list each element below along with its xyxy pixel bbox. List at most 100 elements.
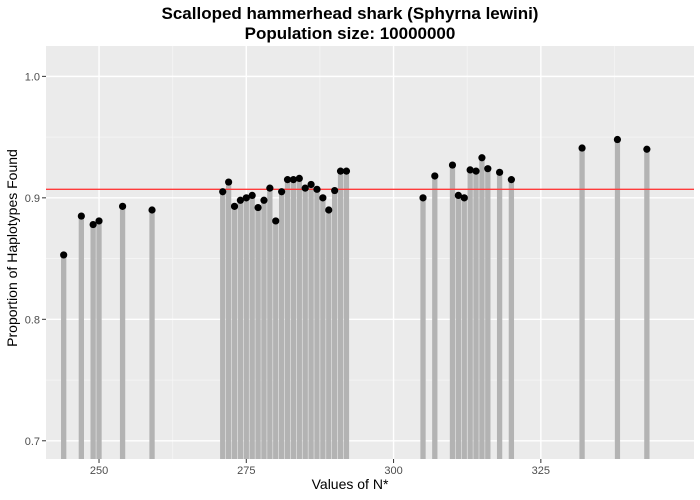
bar <box>243 197 249 459</box>
data-point <box>578 144 586 152</box>
data-point <box>301 184 309 192</box>
data-point <box>278 188 286 196</box>
bar <box>320 197 326 459</box>
bar <box>261 200 267 460</box>
bar <box>225 182 232 459</box>
data-point <box>77 212 85 220</box>
data-point <box>466 166 474 174</box>
data-point <box>219 188 227 196</box>
data-point <box>472 167 480 175</box>
bar <box>273 220 279 459</box>
bar <box>220 191 226 459</box>
bar <box>90 224 96 459</box>
data-point <box>242 194 250 202</box>
bar <box>343 171 350 460</box>
bar <box>420 197 426 459</box>
data-point <box>295 174 303 183</box>
data-point <box>148 206 156 214</box>
data-point <box>283 176 292 184</box>
bar <box>485 168 491 459</box>
bar <box>455 195 462 460</box>
x-tick-label: 250 <box>90 465 108 477</box>
bar <box>290 179 297 459</box>
bar <box>284 179 291 459</box>
data-point <box>613 135 622 144</box>
data-point <box>496 168 504 176</box>
data-point <box>454 191 462 200</box>
data-point <box>431 172 439 180</box>
bar <box>255 207 261 459</box>
bar <box>78 216 84 459</box>
chart-title: Scalloped hammerhead shark (Sphyrna lewi… <box>161 4 539 23</box>
data-point <box>307 180 315 189</box>
x-tick-label: 300 <box>384 465 402 477</box>
bar <box>461 197 467 459</box>
bar <box>231 206 238 459</box>
bar <box>308 184 314 459</box>
chart-subtitle: Population size: 10000000 <box>244 24 456 43</box>
bar <box>579 148 585 460</box>
y-tick-label: 1.0 <box>25 71 40 83</box>
data-point <box>95 217 103 225</box>
data-point <box>319 194 327 202</box>
bar <box>119 206 126 459</box>
data-point <box>507 176 515 184</box>
bar <box>332 190 338 460</box>
bar <box>237 200 244 460</box>
data-point <box>272 217 280 225</box>
data-point <box>230 202 239 210</box>
x-tick-label: 275 <box>237 465 255 477</box>
bar <box>467 169 473 459</box>
y-tick-label: 0.8 <box>25 314 40 326</box>
bar <box>496 172 503 459</box>
bar <box>96 220 102 459</box>
plot-panel <box>46 46 694 459</box>
data-point <box>236 196 244 204</box>
bar <box>302 188 308 459</box>
bar <box>473 171 479 460</box>
bar <box>267 188 273 459</box>
y-axis-label: Proportion of Haplotypes Found <box>4 149 20 347</box>
data-point <box>336 167 345 175</box>
y-tick-label: 0.9 <box>25 193 40 205</box>
data-point <box>331 186 339 195</box>
x-axis-label: Values of N* <box>311 476 389 492</box>
data-point <box>254 203 262 212</box>
bars-layer <box>61 139 650 460</box>
bar <box>508 179 515 459</box>
data-point <box>118 202 127 210</box>
bar <box>149 209 155 459</box>
bar <box>644 149 650 459</box>
data-point <box>266 184 274 192</box>
x-tick-label: 325 <box>532 465 550 477</box>
data-point <box>289 176 298 184</box>
bar <box>326 209 332 459</box>
data-point <box>225 178 233 186</box>
bar <box>449 165 456 459</box>
data-point <box>484 165 492 173</box>
bar <box>432 175 438 460</box>
bar <box>61 254 67 459</box>
data-point <box>89 220 97 229</box>
data-point <box>325 206 333 214</box>
data-point <box>478 154 486 162</box>
y-tick-label: 0.7 <box>25 436 40 448</box>
data-point <box>60 251 68 259</box>
bar <box>614 139 621 459</box>
data-point <box>248 191 256 200</box>
bar <box>296 178 302 459</box>
data-point <box>419 194 427 202</box>
data-point <box>448 161 457 169</box>
bar <box>278 191 285 459</box>
bar <box>479 157 485 460</box>
bar <box>249 195 255 460</box>
axis-ticks: 250 275 300 325 0.7 0.8 0.9 1.0 <box>25 71 550 477</box>
bar <box>337 171 344 460</box>
data-point <box>460 194 468 202</box>
data-point <box>313 185 321 193</box>
data-point <box>260 196 268 204</box>
data-point <box>643 145 651 153</box>
bar <box>314 189 320 459</box>
data-point <box>342 167 351 175</box>
